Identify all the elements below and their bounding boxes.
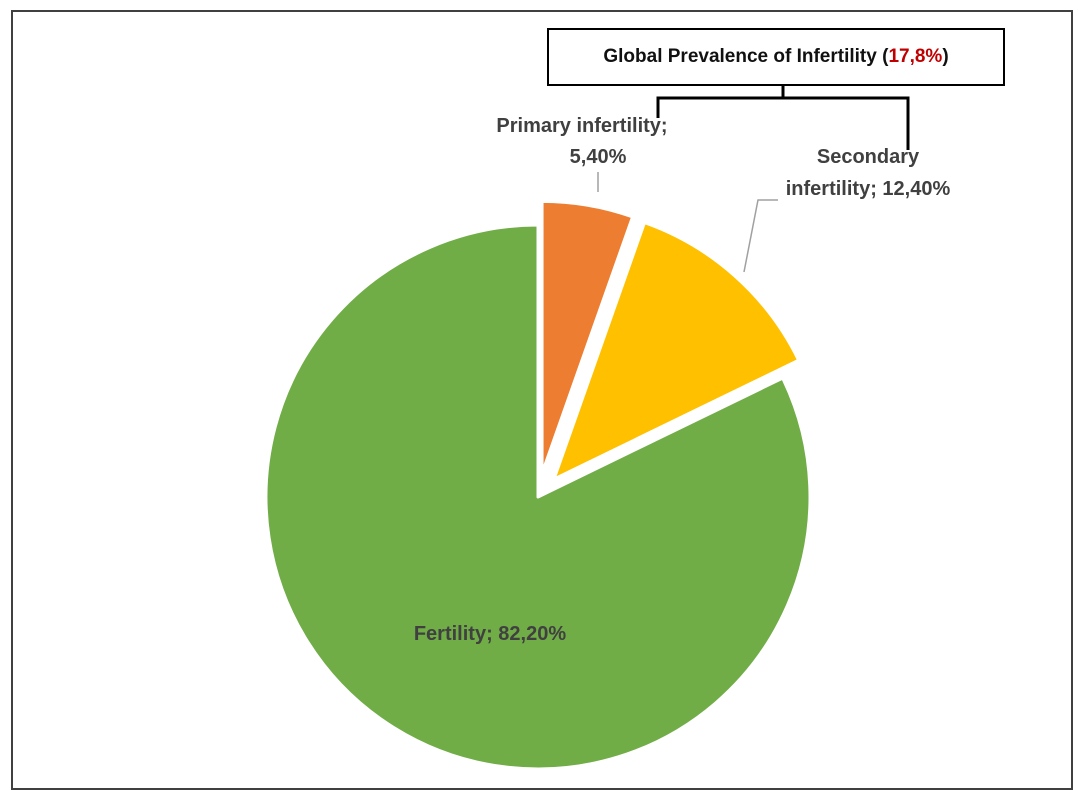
- leader-line-secondary: [743, 199, 778, 273]
- pie-slice-secondary-infertility: [552, 221, 801, 481]
- chart-title-prefix: Global Prevalence of Infertility (: [603, 46, 889, 67]
- chart-title-value: 17,8%: [888, 46, 943, 67]
- slice-label-secondary-line2: infertility; 12,40%: [786, 178, 951, 200]
- pie-slice-fertility: [264, 223, 812, 768]
- slice-label-primary-line2: 5,40%: [570, 146, 627, 168]
- chart-title-suffix: ): [942, 46, 949, 67]
- title-bracket: [656, 86, 910, 150]
- slice-label-secondary-line1: Secondary: [817, 146, 920, 168]
- chart-title: Global Prevalence of Infertility (17,8%): [547, 28, 1005, 86]
- pie-chart: Primary infertility; 5,40% Secondary inf…: [264, 86, 951, 768]
- pie-slice-primary-infertility: [540, 199, 635, 475]
- slice-label-fertility: Fertility; 82,20%: [414, 623, 567, 645]
- slice-label-primary-line1: Primary infertility;: [496, 115, 667, 137]
